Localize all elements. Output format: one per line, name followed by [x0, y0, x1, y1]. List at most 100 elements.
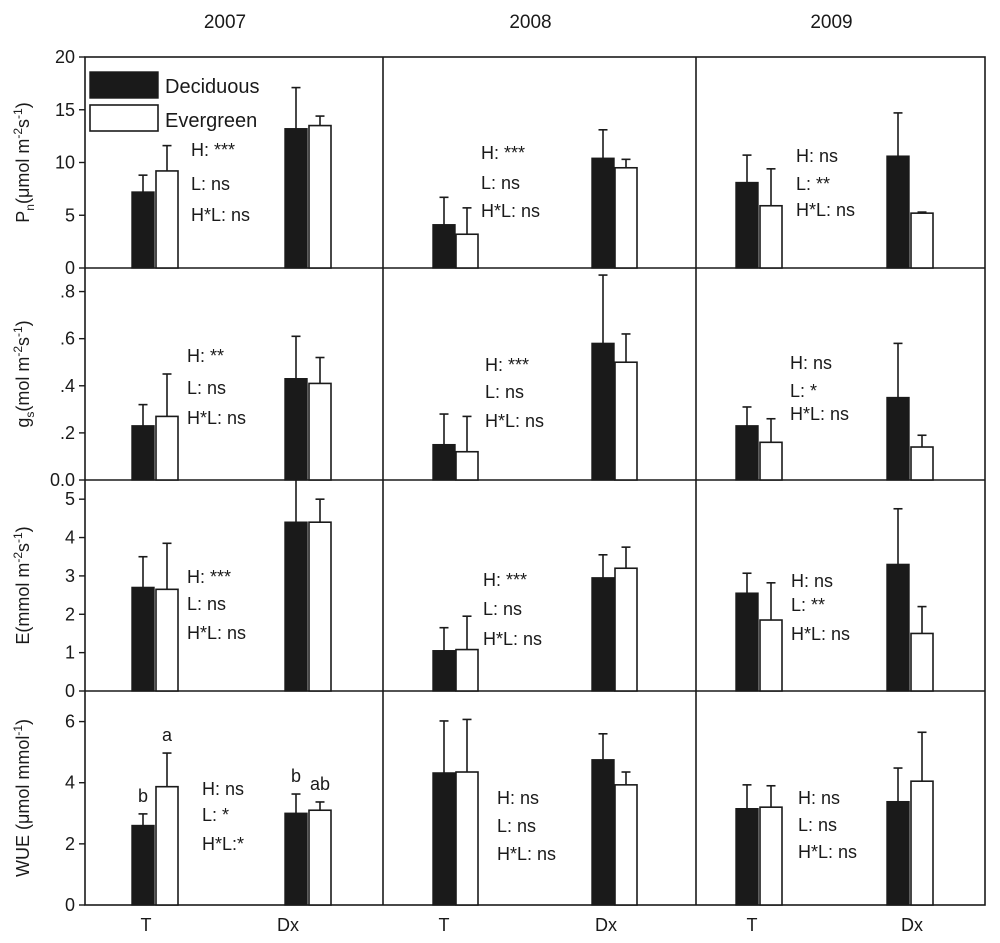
y-tick-label: 1	[65, 643, 75, 663]
bar-evergreen-T	[155, 170, 179, 269]
bar-deciduous-Dx	[591, 759, 615, 906]
stat-annotation: H*L: ns	[790, 404, 849, 424]
stat-annotation: H*L: ns	[796, 200, 855, 220]
bar-deciduous-T	[131, 824, 155, 906]
bar-evergreen-Dx	[308, 124, 332, 269]
legend-swatch-deciduous	[89, 71, 159, 99]
bar-deciduous-Dx	[886, 563, 910, 692]
x-tick-label-T: T	[439, 915, 450, 935]
bar-evergreen-Dx	[614, 784, 638, 906]
x-tick-label-Dx: Dx	[595, 915, 617, 935]
y-tick-label: 0	[65, 258, 75, 278]
stat-annotation: L: ns	[191, 174, 230, 194]
y-axis-label-gs: gs(mol m-2s-1)	[11, 320, 37, 427]
y-tick-label: 2	[65, 604, 75, 624]
bar-deciduous-Dx	[591, 342, 615, 481]
stat-annotation: H: ns	[790, 353, 832, 373]
stat-annotation: H*L: ns	[485, 411, 544, 431]
y-tick-label: .2	[60, 423, 75, 443]
stat-annotation: H*L: ns	[187, 623, 246, 643]
stat-annotation: H*L: ns	[798, 842, 857, 862]
stat-annotation: H: ***	[481, 143, 525, 163]
y-axis-label-wue: WUE (μmol mmol-1)	[11, 719, 33, 877]
bar-evergreen-Dx	[910, 446, 934, 481]
bar-evergreen-T	[155, 415, 179, 481]
bar-evergreen-Dx	[614, 166, 638, 269]
stat-annotation: L: ns	[485, 382, 524, 402]
y-tick-label: .6	[60, 329, 75, 349]
bar-evergreen-Dx	[910, 632, 934, 692]
stat-annotation: H: **	[187, 346, 224, 366]
bar-deciduous-Dx	[284, 378, 308, 481]
y-axis-label-e: E(mmol m-2s-1)	[11, 526, 33, 644]
bar-deciduous-T	[735, 808, 759, 906]
significance-letter: b	[291, 766, 301, 786]
bar-evergreen-T	[455, 233, 479, 269]
year-title-2008: 2008	[509, 12, 551, 33]
bar-deciduous-Dx	[284, 812, 308, 906]
y-tick-label: .4	[60, 376, 75, 396]
bar-evergreen-T	[455, 648, 479, 692]
y-tick-label: .8	[60, 282, 75, 302]
bar-evergreen-Dx	[308, 809, 332, 906]
plot-frame	[84, 56, 986, 906]
year-title-2007: 2007	[204, 12, 246, 33]
bar-deciduous-T	[432, 650, 456, 692]
stat-annotation: H: ***	[483, 570, 527, 590]
x-tick-label-Dx: Dx	[901, 915, 923, 935]
bar-evergreen-Dx	[910, 212, 934, 269]
svg-text:E(mmol m-2s-1): E(mmol m-2s-1)	[11, 526, 33, 644]
stat-annotation: H: ***	[485, 355, 529, 375]
bar-evergreen-Dx	[308, 521, 332, 692]
bar-evergreen-T	[455, 450, 479, 481]
bar-deciduous-T	[131, 425, 155, 481]
stat-annotation: L: ns	[497, 816, 536, 836]
stat-annotation: H: ns	[796, 146, 838, 166]
bar-evergreen-Dx	[614, 361, 638, 481]
stat-annotation: L: ns	[483, 599, 522, 619]
stat-annotation: H*L: ns	[791, 624, 850, 644]
stat-annotation: H: ***	[187, 567, 231, 587]
significance-letter: b	[138, 786, 148, 806]
stat-annotation: H*L: ns	[191, 205, 250, 225]
bar-deciduous-Dx	[284, 521, 308, 692]
bar-deciduous-Dx	[886, 800, 910, 906]
year-title-2009: 2009	[810, 12, 852, 33]
stat-annotation: H*L: ns	[481, 201, 540, 221]
stat-annotation: L: *	[790, 381, 817, 401]
y-tick-label: 20	[55, 47, 75, 67]
bar-deciduous-T	[432, 772, 456, 906]
svg-text:WUE (μmol mmol-1): WUE (μmol mmol-1)	[11, 719, 33, 877]
bar-deciduous-T	[735, 592, 759, 692]
y-tick-label: 15	[55, 100, 75, 120]
bar-evergreen-T	[759, 619, 783, 692]
bar-evergreen-Dx	[614, 567, 638, 692]
x-tick-label-T: T	[141, 915, 152, 935]
bar-evergreen-T	[759, 806, 783, 906]
legend-label-deciduous: Deciduous	[165, 76, 260, 98]
y-axis-label-pn: Pn(μmol m-2s-1)	[11, 102, 37, 222]
y-tick-label: 0	[65, 895, 75, 915]
stat-annotation: L: **	[791, 595, 825, 615]
legend-label-evergreen: Evergreen	[165, 110, 257, 132]
y-tick-label: 4	[65, 528, 75, 548]
svg-text:gs(mol m-2s-1): gs(mol m-2s-1)	[11, 320, 37, 427]
bar-evergreen-T	[155, 785, 179, 906]
x-tick-label-Dx: Dx	[277, 915, 299, 935]
stat-annotation: H*L:*	[202, 834, 244, 854]
bar-deciduous-T	[432, 443, 456, 481]
bar-deciduous-T	[131, 191, 155, 269]
svg-text:Pn(μmol m-2s-1): Pn(μmol m-2s-1)	[11, 102, 37, 222]
bar-evergreen-Dx	[308, 382, 332, 481]
stat-annotation: H: ns	[791, 571, 833, 591]
stat-annotation: L: *	[202, 805, 229, 825]
bar-evergreen-Dx	[910, 780, 934, 906]
stat-annotation: H: ns	[497, 788, 539, 808]
bar-deciduous-Dx	[886, 396, 910, 481]
bar-deciduous-T	[432, 224, 456, 269]
y-tick-label: 5	[65, 489, 75, 509]
bar-evergreen-T	[155, 588, 179, 692]
y-tick-label: 0	[65, 681, 75, 701]
bar-evergreen-T	[759, 441, 783, 481]
